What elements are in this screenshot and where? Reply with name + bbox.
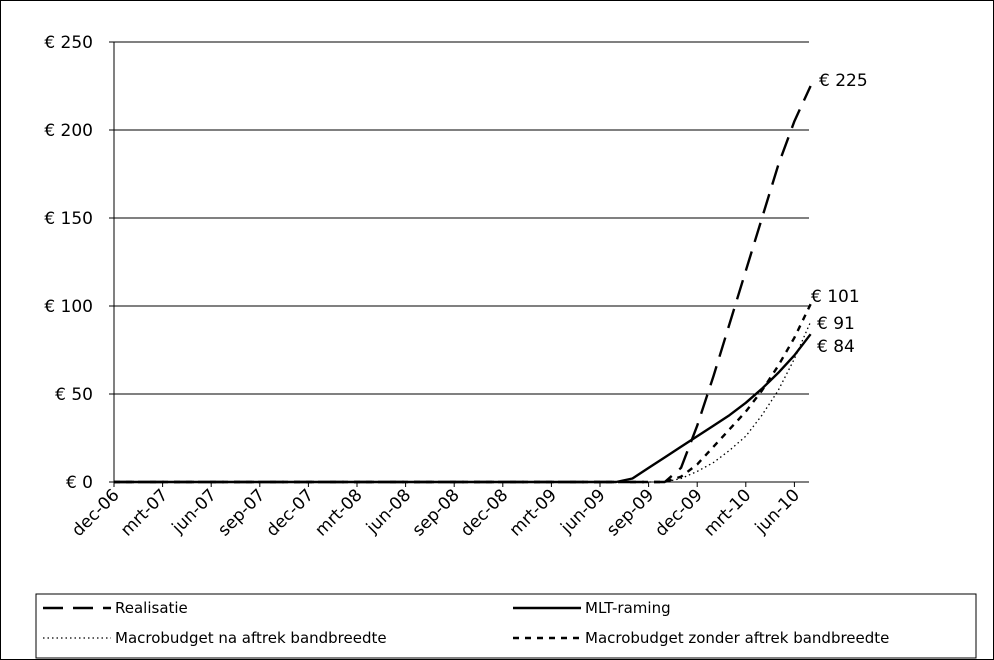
x-tick-label: sep-08 — [409, 485, 464, 540]
legend-label: MLT-raming — [585, 599, 671, 617]
axes — [109, 41, 809, 487]
x-tick-label: mrt-10 — [700, 485, 755, 540]
x-tick-label: jun-08 — [362, 485, 415, 538]
x-tick-label: jun-09 — [556, 485, 609, 538]
y-tick-label: € 200 — [44, 121, 93, 141]
x-tick-label: mrt-08 — [311, 485, 366, 540]
x-tick-label: jun-07 — [168, 485, 221, 538]
series-line-realisatie — [114, 85, 812, 484]
x-tick-label: jun-10 — [751, 485, 804, 538]
y-tick-labels: € 0 € 50 € 100 € 150 € 200 € 250 — [44, 33, 93, 493]
series-line-macrobudget-zonder-aftrek-bandbreedte — [114, 303, 812, 484]
legend: Realisatie MLT-raming Macrobudget na aftre… — [35, 593, 977, 659]
x-tick-label: dec-08 — [457, 485, 512, 540]
y-tick-label: € 150 — [44, 209, 93, 229]
end-labels: € 225 € 84 € 91 € 101 — [811, 71, 868, 357]
legend-box — [35, 593, 977, 659]
series-line-mlt-raming — [114, 333, 812, 484]
y-tick-label: € 100 — [44, 297, 93, 317]
x-tick-label: sep-09 — [603, 485, 658, 540]
end-label: € 84 — [817, 337, 855, 357]
y-tick-label: € 250 — [44, 33, 93, 53]
end-label: € 91 — [817, 314, 855, 334]
y-tick-label: € 0 — [66, 473, 93, 493]
gridlines — [114, 41, 809, 395]
end-label: € 101 — [811, 287, 860, 307]
x-tick-label: mrt-09 — [506, 485, 561, 540]
x-tick-label: sep-07 — [214, 485, 269, 540]
legend-label: Macrobudget zonder aftrek bandbreedte — [585, 629, 889, 647]
legend-label: Realisatie — [115, 599, 188, 617]
x-tick-labels: dec-06mrt-07jun-07sep-07dec-07mrt-08jun-… — [68, 485, 804, 540]
end-label: € 225 — [819, 71, 868, 91]
legend-label: Macrobudget na aftrek bandbreedte — [115, 629, 387, 647]
series-lines — [114, 85, 812, 484]
x-tick-label: dec-06 — [68, 485, 123, 540]
x-tick-label: dec-09 — [651, 485, 706, 540]
x-tick-label: dec-07 — [263, 485, 318, 540]
y-tick-label: € 50 — [55, 385, 93, 405]
x-tick-label: mrt-07 — [117, 485, 172, 540]
